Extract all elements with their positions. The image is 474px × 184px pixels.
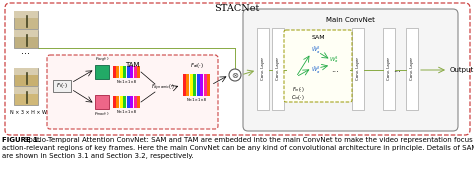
Bar: [14, 30, 38, 37]
FancyBboxPatch shape: [284, 30, 352, 102]
Text: $F_{at}(\cdot)$: $F_{at}(\cdot)$: [190, 61, 204, 70]
Text: $F_{max}(\cdot)$: $F_{max}(\cdot)$: [94, 110, 110, 118]
Bar: [14, 11, 38, 18]
Bar: [383, 28, 395, 110]
Bar: [14, 11, 38, 29]
Text: $F_{avg}(\cdot)$: $F_{avg}(\cdot)$: [95, 55, 109, 64]
Bar: [117, 96, 119, 108]
Text: Conv. Layer: Conv. Layer: [356, 57, 360, 81]
Text: $\otimes$: $\otimes$: [231, 70, 239, 79]
FancyBboxPatch shape: [243, 9, 458, 131]
Bar: [127, 66, 130, 78]
Text: Output: Output: [450, 67, 474, 73]
Text: Main ConvNet: Main ConvNet: [326, 17, 375, 23]
Bar: [197, 74, 200, 96]
Text: STACNet: STACNet: [214, 4, 260, 13]
Bar: [201, 74, 203, 96]
Bar: [124, 66, 127, 78]
Text: Conv. Layer: Conv. Layer: [410, 57, 414, 81]
Text: ...: ...: [393, 66, 401, 75]
Bar: [130, 96, 134, 108]
Bar: [113, 96, 116, 108]
Text: ...: ...: [331, 66, 339, 75]
Text: action-relevant regions of key frames. Here the main ConvNet can be any kind of : action-relevant regions of key frames. H…: [2, 145, 474, 151]
Bar: [14, 87, 38, 105]
Text: TAM: TAM: [125, 62, 140, 68]
Text: $\hat{W}_a^2$: $\hat{W}_a^2$: [311, 64, 321, 76]
Bar: [95, 65, 109, 79]
Bar: [183, 74, 186, 96]
Bar: [120, 66, 123, 78]
Text: FIGURE 1.: FIGURE 1.: [2, 137, 41, 143]
Bar: [117, 66, 119, 78]
Text: $F_{in}(\cdot)$: $F_{in}(\cdot)$: [292, 86, 304, 95]
Text: N × 3 × H × W: N × 3 × H × W: [9, 111, 46, 116]
Text: Spatio-Temporal Attention ConvNet: SAM and TAM are embedded into the main ConvNe: Spatio-Temporal Attention ConvNet: SAM a…: [24, 137, 474, 143]
Text: N×1×1×8: N×1×1×8: [117, 110, 137, 114]
Bar: [257, 28, 269, 110]
Bar: [113, 66, 116, 78]
Bar: [204, 74, 207, 96]
Bar: [120, 96, 123, 108]
FancyBboxPatch shape: [47, 55, 218, 129]
Text: SAM: SAM: [311, 35, 325, 40]
Bar: [137, 96, 140, 108]
Bar: [137, 66, 140, 78]
Bar: [193, 74, 197, 96]
Bar: [124, 96, 127, 108]
Text: $F_t(\cdot)$: $F_t(\cdot)$: [56, 82, 68, 91]
Text: Conv. Layer: Conv. Layer: [276, 57, 280, 81]
Bar: [127, 96, 130, 108]
Text: Conv. Layer: Conv. Layer: [387, 57, 391, 81]
Text: N×1×1×8: N×1×1×8: [187, 98, 207, 102]
Text: $W_a^3$: $W_a^3$: [329, 55, 339, 65]
Text: ...: ...: [21, 46, 30, 56]
Text: Conv. Layer: Conv. Layer: [261, 57, 265, 81]
Bar: [272, 28, 284, 110]
Bar: [186, 74, 190, 96]
Bar: [14, 68, 38, 75]
Bar: [134, 66, 137, 78]
Circle shape: [229, 69, 241, 81]
Bar: [53, 80, 71, 92]
Bar: [352, 28, 364, 110]
Bar: [190, 74, 193, 96]
Bar: [14, 30, 38, 48]
Bar: [208, 74, 210, 96]
Bar: [14, 68, 38, 86]
Bar: [14, 87, 38, 94]
Bar: [130, 66, 134, 78]
Text: $C_{in}(\cdot)$: $C_{in}(\cdot)$: [291, 93, 305, 102]
Text: $F_{dynamic}(\cdot)$: $F_{dynamic}(\cdot)$: [151, 83, 175, 93]
Bar: [134, 96, 137, 108]
Bar: [95, 95, 109, 109]
Text: are shown in Section 3.1 and Section 3.2, respectively.: are shown in Section 3.1 and Section 3.2…: [2, 153, 194, 159]
Text: N×1×1×8: N×1×1×8: [117, 80, 137, 84]
Text: $\hat{W}_a^2$: $\hat{W}_a^2$: [311, 44, 321, 56]
Bar: [406, 28, 418, 110]
